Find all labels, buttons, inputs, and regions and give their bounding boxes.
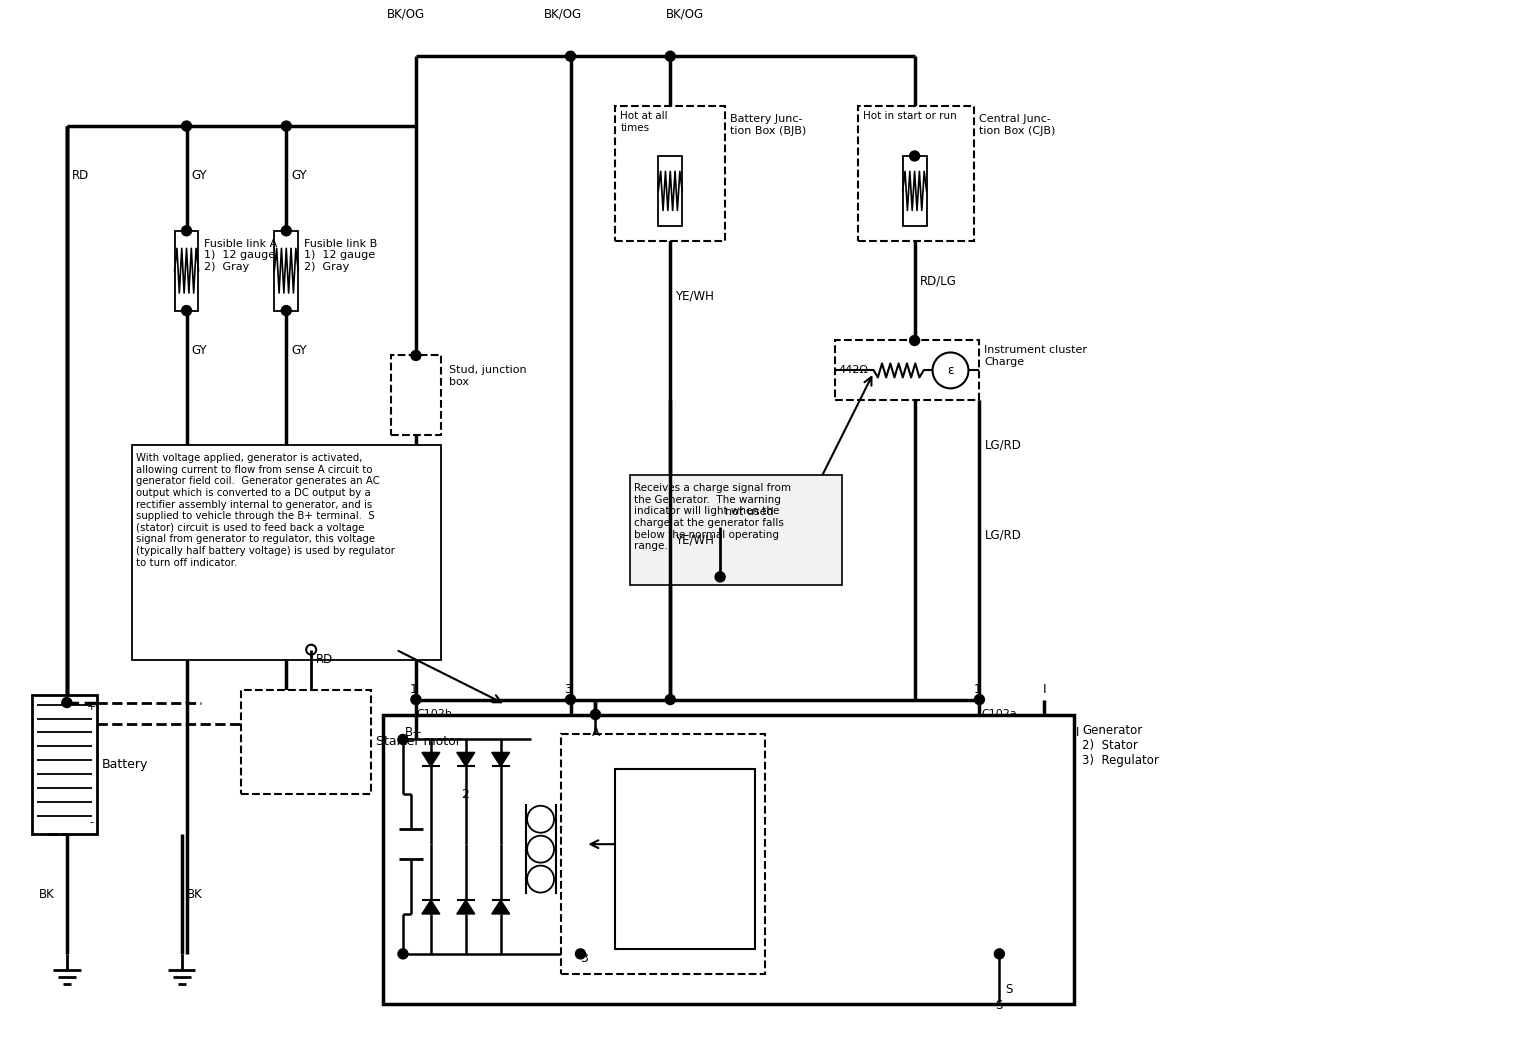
Text: I: I xyxy=(1076,726,1080,740)
Circle shape xyxy=(397,735,408,744)
Circle shape xyxy=(182,305,191,316)
Bar xyxy=(131,445,442,659)
Text: LG/RD: LG/RD xyxy=(984,439,1021,452)
Text: C102a: C102a xyxy=(981,708,1018,719)
Bar xyxy=(174,231,199,311)
Polygon shape xyxy=(422,900,440,914)
Text: RD: RD xyxy=(72,170,89,182)
Bar xyxy=(616,106,726,241)
Circle shape xyxy=(995,949,1004,959)
Text: BK/OG: BK/OG xyxy=(387,7,425,21)
Text: Hot at all
times: Hot at all times xyxy=(620,111,668,132)
Circle shape xyxy=(715,572,726,582)
Text: Starter motor: Starter motor xyxy=(376,735,461,748)
Circle shape xyxy=(182,226,191,235)
Text: RD/LG: RD/LG xyxy=(920,275,957,287)
Text: YE/WH: YE/WH xyxy=(675,289,714,302)
Text: Generator
2)  Stator
3)  Regulator: Generator 2) Stator 3) Regulator xyxy=(1082,724,1160,767)
Bar xyxy=(275,231,298,311)
Text: A: A xyxy=(591,726,599,740)
Text: -: - xyxy=(90,817,93,827)
Text: Receives a charge signal from
the Generator.  The warning
indicator will light w: Receives a charge signal from the Genera… xyxy=(634,483,792,551)
Polygon shape xyxy=(422,753,440,766)
Text: B+: B+ xyxy=(405,726,423,740)
Text: I: I xyxy=(1042,683,1047,696)
Text: 442Ω: 442Ω xyxy=(839,366,869,375)
Circle shape xyxy=(576,949,585,959)
Bar xyxy=(616,770,755,949)
Circle shape xyxy=(975,694,984,705)
Text: GY: GY xyxy=(191,170,208,182)
Circle shape xyxy=(909,336,920,346)
Circle shape xyxy=(909,151,920,161)
Text: BK/OG: BK/OG xyxy=(666,7,704,21)
Text: Fusible link A
1)  12 gauge
2)  Gray: Fusible link A 1) 12 gauge 2) Gray xyxy=(205,238,278,272)
Text: BK: BK xyxy=(186,887,202,901)
Text: 3: 3 xyxy=(581,952,588,966)
Polygon shape xyxy=(492,900,510,914)
Bar xyxy=(32,694,96,834)
Circle shape xyxy=(411,694,420,705)
Bar xyxy=(659,156,681,226)
Text: Stud, junction
box: Stud, junction box xyxy=(449,366,527,387)
Circle shape xyxy=(281,226,292,235)
Text: GY: GY xyxy=(292,170,307,182)
Text: +: + xyxy=(87,702,96,711)
Text: 1: 1 xyxy=(973,683,981,696)
Text: LG/RD: LG/RD xyxy=(984,529,1021,542)
Text: With voltage applied, generator is activated,
allowing current to flow from sens: With voltage applied, generator is activ… xyxy=(136,454,394,567)
Text: BK: BK xyxy=(38,887,55,901)
Circle shape xyxy=(281,121,292,131)
Polygon shape xyxy=(457,753,475,766)
Circle shape xyxy=(281,305,292,316)
Circle shape xyxy=(665,694,675,705)
Circle shape xyxy=(411,351,420,360)
Circle shape xyxy=(182,121,191,131)
Text: C102b: C102b xyxy=(416,708,452,719)
Bar xyxy=(857,106,975,241)
Text: GY: GY xyxy=(191,344,208,357)
Text: BK/OG: BK/OG xyxy=(544,7,582,21)
Text: GY: GY xyxy=(292,344,307,357)
Circle shape xyxy=(397,949,408,959)
Text: YE/WH: YE/WH xyxy=(675,533,714,547)
Text: Instrument cluster
Charge: Instrument cluster Charge xyxy=(984,346,1088,367)
Circle shape xyxy=(565,694,576,705)
Text: Central Junc-
tion Box (CJB): Central Junc- tion Box (CJB) xyxy=(979,114,1056,136)
Text: Fusible link B
1)  12 gauge
2)  Gray: Fusible link B 1) 12 gauge 2) Gray xyxy=(304,238,377,272)
Bar xyxy=(561,735,766,974)
Bar xyxy=(241,690,371,794)
Polygon shape xyxy=(492,753,510,766)
Text: Hot in start or run: Hot in start or run xyxy=(863,111,957,121)
Text: 1: 1 xyxy=(410,683,417,696)
Text: 3: 3 xyxy=(564,683,573,696)
Text: S: S xyxy=(996,999,1002,1011)
Polygon shape xyxy=(457,900,475,914)
Bar xyxy=(903,156,926,226)
Text: S: S xyxy=(1005,983,1013,995)
Circle shape xyxy=(61,697,72,707)
Bar xyxy=(631,475,842,585)
Circle shape xyxy=(665,51,675,61)
Bar xyxy=(834,340,979,401)
Text: not used: not used xyxy=(726,507,773,517)
Text: Battery Junc-
tion Box (BJB): Battery Junc- tion Box (BJB) xyxy=(730,114,807,136)
Circle shape xyxy=(590,709,601,720)
Text: Battery: Battery xyxy=(102,758,148,771)
Text: RD: RD xyxy=(316,653,333,666)
Text: 2: 2 xyxy=(461,788,469,800)
Text: ε: ε xyxy=(947,364,953,377)
Circle shape xyxy=(565,51,576,61)
Bar xyxy=(384,714,1074,1004)
Bar xyxy=(391,355,442,436)
